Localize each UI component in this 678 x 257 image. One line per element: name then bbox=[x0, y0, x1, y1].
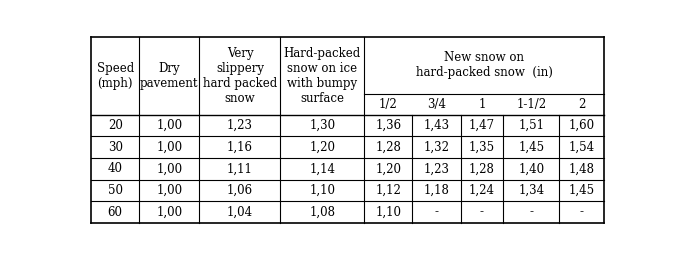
Text: -: - bbox=[480, 206, 484, 218]
Text: 1,23: 1,23 bbox=[424, 162, 450, 175]
Text: 1,45: 1,45 bbox=[569, 184, 595, 197]
Text: 1,14: 1,14 bbox=[309, 162, 336, 175]
Text: 1,24: 1,24 bbox=[469, 184, 495, 197]
Text: 20: 20 bbox=[108, 119, 123, 132]
Text: 1,11: 1,11 bbox=[227, 162, 253, 175]
Text: 3/4: 3/4 bbox=[427, 98, 446, 111]
Text: 1,54: 1,54 bbox=[569, 141, 595, 154]
Text: 1,18: 1,18 bbox=[424, 184, 450, 197]
Text: 1,45: 1,45 bbox=[519, 141, 544, 154]
Text: 1,35: 1,35 bbox=[469, 141, 495, 154]
Text: 1,51: 1,51 bbox=[519, 119, 544, 132]
Text: 1-1/2: 1-1/2 bbox=[517, 98, 546, 111]
Text: Speed
(mph): Speed (mph) bbox=[96, 62, 134, 90]
Text: 40: 40 bbox=[108, 162, 123, 175]
Text: 1,12: 1,12 bbox=[376, 184, 401, 197]
Text: 1,06: 1,06 bbox=[227, 184, 253, 197]
Text: 1,20: 1,20 bbox=[376, 162, 401, 175]
Text: 50: 50 bbox=[108, 184, 123, 197]
Text: 1,00: 1,00 bbox=[156, 206, 182, 218]
Text: Very
slippery
hard packed
snow: Very slippery hard packed snow bbox=[203, 47, 277, 105]
Text: 1,60: 1,60 bbox=[569, 119, 595, 132]
Text: -: - bbox=[580, 206, 584, 218]
Text: -: - bbox=[530, 206, 534, 218]
Text: 1,32: 1,32 bbox=[424, 141, 450, 154]
Text: 1,28: 1,28 bbox=[469, 162, 495, 175]
Text: 2: 2 bbox=[578, 98, 585, 111]
Text: 1,08: 1,08 bbox=[309, 206, 336, 218]
Text: 1,10: 1,10 bbox=[309, 184, 336, 197]
Text: 1,04: 1,04 bbox=[227, 206, 253, 218]
Text: 1,00: 1,00 bbox=[156, 162, 182, 175]
Text: 1,30: 1,30 bbox=[309, 119, 336, 132]
Text: 1,34: 1,34 bbox=[519, 184, 544, 197]
Text: 1,00: 1,00 bbox=[156, 184, 182, 197]
Text: 1,28: 1,28 bbox=[376, 141, 401, 154]
Text: 1,00: 1,00 bbox=[156, 141, 182, 154]
Text: 1,36: 1,36 bbox=[375, 119, 401, 132]
Text: -: - bbox=[435, 206, 439, 218]
Text: 1,48: 1,48 bbox=[569, 162, 595, 175]
Text: 1,00: 1,00 bbox=[156, 119, 182, 132]
Text: 1,40: 1,40 bbox=[519, 162, 544, 175]
Text: New snow on
hard-packed snow  (in): New snow on hard-packed snow (in) bbox=[416, 51, 553, 79]
Text: Dry
pavement: Dry pavement bbox=[140, 62, 199, 90]
Text: 1,10: 1,10 bbox=[376, 206, 401, 218]
Text: Hard-packed
snow on ice
with bumpy
surface: Hard-packed snow on ice with bumpy surfa… bbox=[283, 47, 361, 105]
Text: 1,16: 1,16 bbox=[227, 141, 253, 154]
Text: 1,23: 1,23 bbox=[227, 119, 253, 132]
Text: 1: 1 bbox=[478, 98, 485, 111]
Text: 1,20: 1,20 bbox=[309, 141, 336, 154]
Text: 1/2: 1/2 bbox=[379, 98, 398, 111]
Text: 1,47: 1,47 bbox=[469, 119, 495, 132]
Text: 60: 60 bbox=[108, 206, 123, 218]
Text: 30: 30 bbox=[108, 141, 123, 154]
Text: 1,43: 1,43 bbox=[423, 119, 450, 132]
